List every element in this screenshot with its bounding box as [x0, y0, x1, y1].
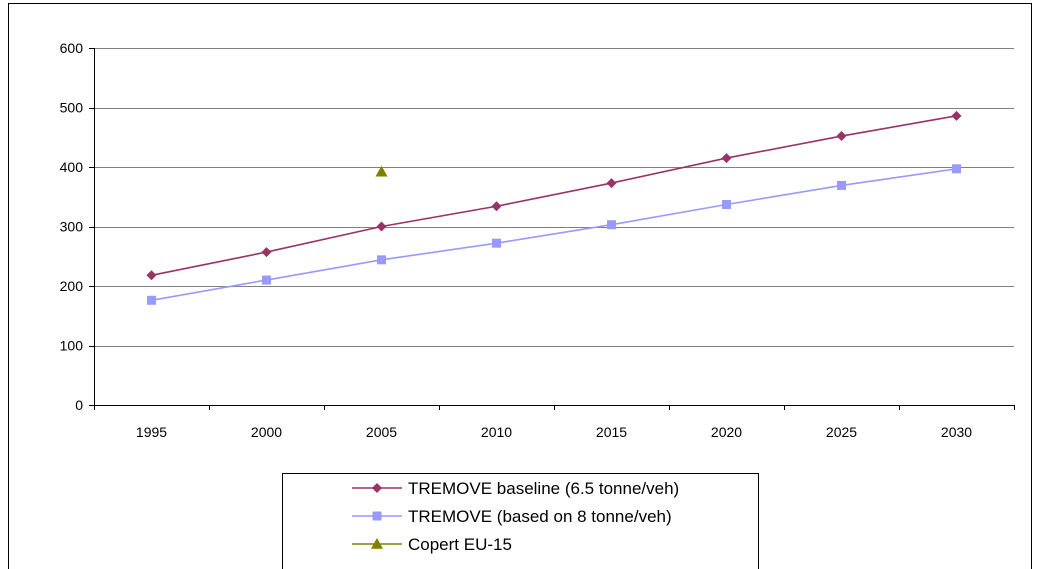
series-line [151, 167, 957, 302]
y-tick-label: 400 [60, 159, 84, 175]
legend-box [282, 473, 759, 569]
data-point [491, 201, 502, 212]
x-tick-label: 2015 [596, 424, 627, 440]
data-point [261, 247, 272, 258]
x-tick-label: 2010 [481, 424, 512, 440]
data-point [952, 164, 961, 174]
x-tick-label: 2030 [941, 424, 972, 440]
y-tick-label: 600 [60, 40, 84, 56]
x-tick-label: 2020 [711, 424, 742, 440]
legend-label: TREMOVE baseline (6.5 tonne/veh) [408, 479, 679, 498]
y-tick-label: 100 [60, 338, 84, 354]
legend-label: TREMOVE (based on 8 tonne/veh) [408, 507, 672, 526]
series-line [151, 115, 957, 277]
data-point [607, 220, 616, 230]
x-tick-label: 2000 [251, 424, 282, 440]
x-tick-label: 1995 [136, 424, 167, 440]
x-tick-label: 2025 [826, 424, 857, 440]
legend-item: TREMOVE baseline (6.5 tonne/veh) [352, 479, 679, 498]
data-point [492, 238, 501, 248]
legend-marker [372, 511, 382, 521]
data-point [376, 221, 387, 232]
data-point [837, 180, 846, 190]
series-3 [375, 165, 388, 177]
y-tick-label: 200 [60, 278, 84, 294]
data-point [721, 153, 732, 164]
series-2 [147, 164, 961, 305]
legend-marker [372, 483, 382, 493]
series-1 [146, 110, 962, 281]
data-point [375, 165, 388, 177]
legend-item: TREMOVE (based on 8 tonne/veh) [352, 507, 672, 526]
x-tick-label: 2005 [366, 424, 397, 440]
legend-marker [371, 538, 383, 549]
data-point [951, 110, 962, 121]
legend-item: Copert EU-15 [352, 535, 512, 554]
data-point [262, 275, 271, 285]
y-tick-label: 500 [60, 100, 84, 116]
data-point [606, 178, 617, 189]
legend: TREMOVE baseline (6.5 tonne/veh) TREMOVE … [282, 473, 759, 569]
y-tick-label: 300 [60, 219, 84, 235]
y-tick-label: 0 [75, 397, 83, 413]
data-point [146, 270, 157, 281]
legend-label: Copert EU-15 [408, 535, 512, 554]
data-point [377, 255, 386, 265]
data-point [836, 131, 847, 142]
data-point [722, 199, 731, 209]
data-point [147, 295, 156, 305]
plot-area: 0 100 200 300 400 500 600 1995 2000 2005 2010 2015 2… [60, 40, 1015, 440]
